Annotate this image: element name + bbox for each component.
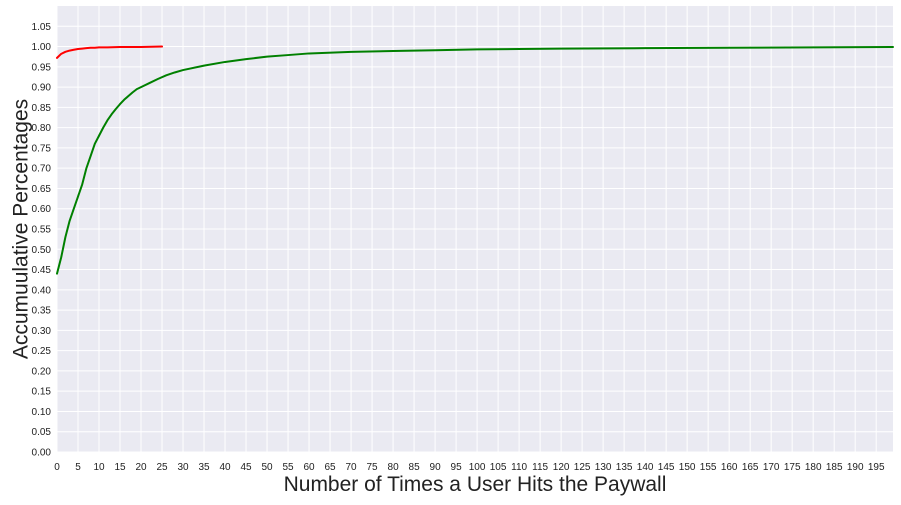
x-tick-label: 35 (198, 462, 210, 473)
x-tick-label: 45 (240, 462, 252, 473)
series-lines (56, 45, 894, 275)
x-tick-label: 90 (430, 462, 442, 473)
x-tick-label: 115 (532, 462, 548, 473)
y-tick-label: 0.85 (32, 103, 52, 114)
x-tick-label: 80 (388, 462, 400, 473)
x-tick-label: 125 (574, 462, 591, 473)
y-tick-label: 0.00 (32, 448, 52, 459)
x-tick-label: 195 (868, 462, 885, 473)
series-line-2 (56, 45, 894, 275)
y-axis-ticks: 0.00 0.05 0.10 0.15 0.20 0.25 0.30 0.35 0.40 0.45… (32, 22, 52, 459)
y-tick-label: 0.30 (32, 326, 52, 337)
y-tick-label: 0.20 (32, 366, 52, 377)
x-tick-label: 130 (595, 462, 612, 473)
x-tick-label: 190 (847, 462, 864, 473)
x-tick-label: 10 (93, 462, 105, 473)
y-tick-label: 0.55 (32, 225, 52, 236)
x-tick-label: 160 (721, 462, 738, 473)
x-tick-label: 145 (658, 462, 675, 473)
y-tick-label: 0.50 (32, 245, 52, 256)
grid (56, 6, 893, 453)
y-tick-label: 0.25 (32, 346, 52, 357)
x-tick-label: 5 (75, 462, 81, 473)
x-axis-title: Number of Times a User Hits the Paywall (284, 473, 667, 496)
x-tick-label: 20 (135, 462, 147, 473)
x-tick-label: 100 (469, 462, 486, 473)
x-tick-label: 40 (219, 462, 231, 473)
y-tick-label: 0.40 (32, 285, 52, 296)
x-tick-label: 170 (763, 462, 780, 473)
y-tick-label: 0.45 (32, 265, 52, 276)
x-tick-label: 75 (367, 462, 379, 473)
x-tick-label: 55 (282, 462, 294, 473)
x-tick-label: 15 (114, 462, 126, 473)
y-tick-label: 0.95 (32, 62, 52, 73)
x-tick-label: 120 (553, 462, 570, 473)
x-tick-label: 30 (177, 462, 189, 473)
x-tick-label: 155 (700, 462, 717, 473)
x-tick-label: 140 (637, 462, 654, 473)
series-line-1 (56, 45, 164, 59)
y-tick-label: 0.70 (32, 164, 52, 175)
x-tick-label: 25 (156, 462, 168, 473)
x-tick-label: 180 (805, 462, 822, 473)
x-tick-label: 150 (679, 462, 696, 473)
x-tick-label: 175 (784, 462, 801, 473)
y-axis-title: Accumuulative Percentages (10, 99, 33, 359)
x-tick-label: 65 (325, 462, 337, 473)
x-tick-label: 95 (451, 462, 463, 473)
x-tick-label: 70 (346, 462, 358, 473)
y-tick-label: 0.90 (32, 83, 52, 94)
y-tick-label: 0.65 (32, 184, 52, 195)
x-tick-label: 105 (490, 462, 507, 473)
y-tick-label: 1.00 (32, 42, 52, 53)
x-tick-label: 165 (742, 462, 759, 473)
y-tick-label: 0.35 (32, 306, 52, 317)
y-tick-label: 1.05 (32, 22, 52, 33)
y-tick-label: 0.80 (32, 123, 52, 134)
x-tick-label: 50 (261, 462, 273, 473)
y-tick-label: 0.15 (32, 387, 52, 398)
x-axis-ticks: 0 5 10 15 20 25 30 35 40 45 50 55 60 65 70 75 80 85 90 95 10… (54, 462, 885, 473)
x-tick-label: 85 (409, 462, 421, 473)
x-tick-label: 110 (511, 462, 527, 473)
x-tick-label: 0 (54, 462, 60, 473)
x-tick-label: 60 (303, 462, 315, 473)
x-tick-label: 135 (616, 462, 633, 473)
y-tick-label: 0.60 (32, 204, 52, 215)
y-tick-label: 0.10 (32, 407, 52, 418)
x-tick-label: 185 (826, 462, 843, 473)
y-tick-label: 0.75 (32, 143, 52, 154)
y-tick-label: 0.05 (32, 427, 52, 438)
